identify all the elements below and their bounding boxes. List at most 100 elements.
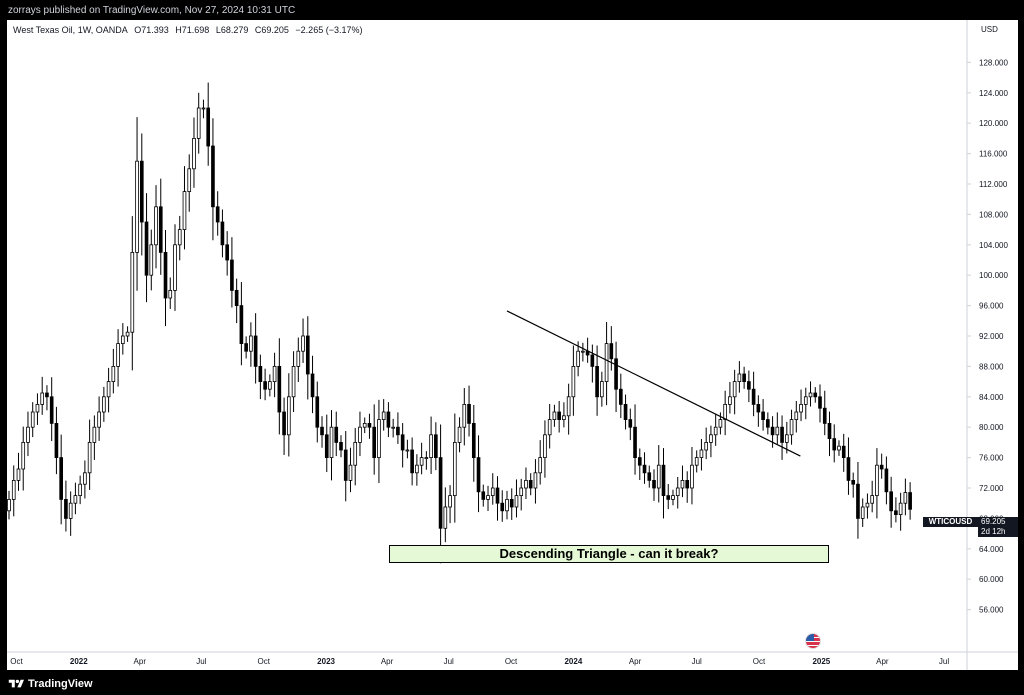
candle-body <box>770 426 775 436</box>
candle <box>211 118 215 241</box>
candle-body <box>756 403 761 413</box>
annotations <box>506 310 801 457</box>
candle-body <box>851 479 856 485</box>
candle <box>244 336 248 359</box>
candle-body <box>661 464 666 497</box>
candle-body <box>68 502 73 519</box>
candle <box>581 342 585 362</box>
candle <box>827 411 832 457</box>
candle-body <box>220 221 225 246</box>
candle-body <box>415 464 419 474</box>
candle-body <box>438 457 443 529</box>
candle <box>633 404 637 475</box>
candle <box>239 282 244 366</box>
y-tick-label: 120.000 <box>979 119 1008 128</box>
candle-body <box>149 244 154 276</box>
candle <box>315 381 320 443</box>
candle-body <box>26 426 30 443</box>
candle-body <box>177 229 182 246</box>
candle-body <box>590 354 595 367</box>
x-tick-label: Oct <box>258 657 271 666</box>
candle <box>732 369 737 415</box>
candle <box>481 484 486 507</box>
candle <box>822 390 827 436</box>
candle <box>301 318 305 363</box>
candle-body <box>509 498 514 508</box>
publish-info: zorrays published on TradingView.com, No… <box>0 0 1024 20</box>
candle-body <box>49 396 54 424</box>
candle-body <box>519 487 524 496</box>
candle <box>372 404 377 475</box>
x-tick-label: Oct <box>753 657 766 666</box>
candle-body <box>609 343 614 360</box>
currency-label[interactable]: USD <box>981 25 998 34</box>
candle-body <box>286 396 291 436</box>
candle <box>230 237 234 308</box>
candle-body <box>751 388 756 405</box>
candle <box>415 454 419 486</box>
chart-panel[interactable]: 128.000 124.000 120.000 116.000 112.000 108.0… <box>7 20 1018 670</box>
candle-body <box>97 411 101 428</box>
candle-body <box>671 495 675 500</box>
candle-body <box>680 479 685 489</box>
candle-body <box>268 381 272 390</box>
y-tick-label: 64.000 <box>979 545 1004 554</box>
candle <box>784 421 789 454</box>
candle-body <box>372 426 377 459</box>
candle <box>177 215 182 261</box>
candle-body <box>244 343 248 352</box>
candle-body <box>566 396 571 417</box>
x-tick-label: 2023 <box>317 657 335 666</box>
tradingview-logo-icon <box>8 679 24 688</box>
candle <box>187 154 192 212</box>
candle-body <box>305 335 310 375</box>
descending-triangle-label[interactable]: Descending Triangle - can it break? <box>389 545 829 563</box>
candle <box>879 453 884 479</box>
y-tick-label: 100.000 <box>979 271 1008 280</box>
candle <box>690 446 694 505</box>
candle-body <box>111 365 116 382</box>
candle <box>471 404 476 482</box>
candle-body <box>348 464 353 481</box>
candle <box>7 490 11 520</box>
candle-body <box>30 411 35 428</box>
candles <box>7 82 912 564</box>
candle <box>709 425 713 458</box>
candle-body <box>822 407 827 424</box>
candle <box>158 178 163 275</box>
candle <box>595 345 599 416</box>
candle <box>272 352 277 398</box>
candle <box>467 385 471 437</box>
us-flag-icon[interactable] <box>805 633 821 649</box>
candle-body <box>215 206 220 223</box>
candle-body <box>434 434 438 458</box>
x-tick-label: Jul <box>196 657 206 666</box>
candle-body <box>16 468 21 481</box>
candle-body <box>410 449 414 474</box>
candle <box>737 361 742 393</box>
candle-body <box>841 445 846 459</box>
candle <box>400 423 405 468</box>
candle-body <box>870 495 875 504</box>
candle <box>870 480 875 513</box>
candle <box>590 344 595 383</box>
candle-body <box>192 138 196 170</box>
candle <box>192 117 196 188</box>
x-tick-label: Jul <box>939 657 949 666</box>
candle-body <box>481 491 486 500</box>
candle <box>16 452 21 491</box>
candle-body <box>571 365 576 398</box>
y-tick-label: 72.000 <box>979 484 1004 493</box>
candle-body <box>827 422 832 439</box>
candle-body <box>315 396 320 428</box>
price-chart[interactable]: 128.000 124.000 120.000 116.000 112.000 108.0… <box>7 20 1018 670</box>
candle <box>543 420 547 478</box>
candle-body <box>40 392 45 405</box>
candle-body <box>339 441 343 451</box>
candle <box>377 399 381 484</box>
candle <box>803 387 808 420</box>
candle <box>64 480 68 532</box>
bar-countdown: 2d 12h <box>978 527 1018 537</box>
candle-body <box>747 381 751 390</box>
candle <box>846 437 851 495</box>
